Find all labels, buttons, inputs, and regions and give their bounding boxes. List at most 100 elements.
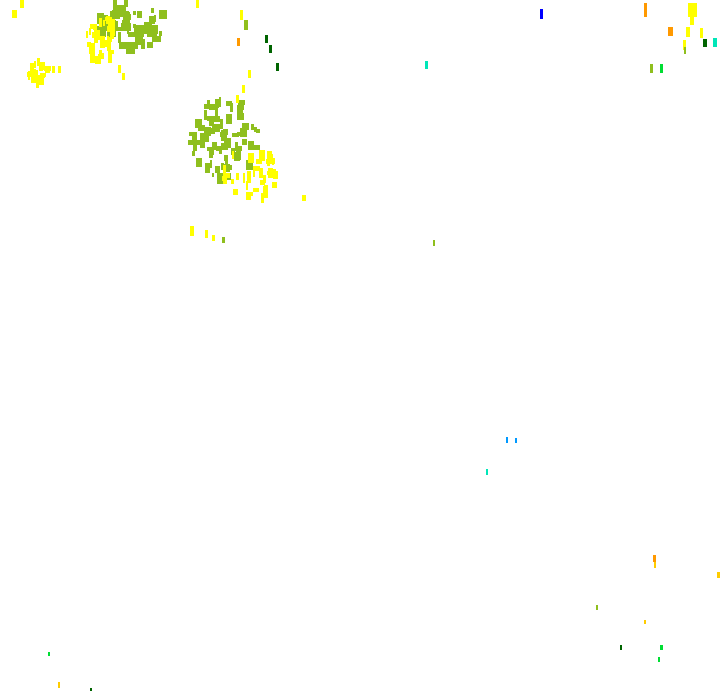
land-cover-patch-yellow bbox=[248, 153, 254, 163]
land-cover-patch-olive bbox=[207, 100, 210, 109]
land-cover-patch-orange bbox=[644, 3, 647, 17]
land-cover-patch-olive bbox=[212, 125, 214, 130]
land-cover-patch-yellow bbox=[90, 24, 94, 29]
land-cover-patch-yellow bbox=[270, 168, 272, 178]
land-cover-patch-olive bbox=[256, 129, 260, 133]
land-cover-patch-olive bbox=[596, 605, 598, 610]
land-cover-patch-olive bbox=[151, 8, 154, 13]
land-cover-patch-olive bbox=[195, 119, 202, 128]
land-cover-patch-yellow bbox=[247, 171, 251, 181]
land-cover-patch-olive bbox=[650, 64, 653, 73]
land-cover-patch-yellow bbox=[255, 166, 260, 171]
land-cover-patch-yellow bbox=[253, 188, 259, 192]
land-cover-patch-yellow bbox=[253, 166, 255, 177]
land-cover-patch-olive bbox=[237, 132, 240, 136]
land-cover-patch-olive bbox=[242, 123, 249, 130]
land-cover-patch-olive bbox=[210, 160, 212, 168]
land-cover-patch-olive bbox=[123, 15, 128, 20]
land-cover-patch-olive bbox=[126, 44, 128, 51]
land-cover-patch-yellow bbox=[36, 80, 39, 88]
land-cover-patch-yellow bbox=[243, 173, 245, 183]
land-cover-patch-yellow bbox=[205, 230, 208, 238]
land-cover-patch-gold bbox=[58, 682, 60, 688]
land-cover-patch-olive bbox=[126, 42, 135, 54]
land-cover-patch-orange bbox=[668, 27, 673, 36]
land-cover-patch-yellow bbox=[232, 151, 234, 159]
land-cover-patch-dark-green bbox=[276, 63, 279, 71]
land-cover-patch-yellow bbox=[700, 28, 703, 38]
land-cover-patch-olive bbox=[206, 132, 209, 142]
land-cover-patch-yellow bbox=[251, 192, 253, 196]
land-cover-patch-yellow bbox=[90, 52, 95, 63]
land-cover-patch-olive bbox=[684, 47, 686, 54]
land-cover-patch-yellow bbox=[39, 77, 44, 85]
land-cover-patch-yellow bbox=[270, 169, 276, 177]
land-cover-patch-olive bbox=[222, 237, 225, 243]
land-cover-patch-olive bbox=[134, 25, 144, 37]
land-cover-patch-olive bbox=[213, 116, 220, 122]
land-cover-patch-olive bbox=[433, 240, 435, 246]
land-cover-patch-yellow bbox=[256, 159, 262, 164]
land-cover-patch-yellow bbox=[236, 173, 239, 180]
land-cover-patch-olive bbox=[125, 19, 130, 26]
land-cover-patch-yellow bbox=[263, 189, 268, 198]
land-cover-patch-olive bbox=[224, 135, 227, 143]
land-cover-patch-yellow bbox=[242, 85, 245, 93]
land-cover-patch-olive bbox=[205, 163, 210, 173]
land-cover-patch-olive bbox=[219, 149, 222, 154]
land-cover-patch-olive bbox=[220, 119, 223, 129]
land-cover-patch-olive bbox=[128, 32, 136, 37]
land-cover-patch-olive bbox=[209, 104, 216, 110]
land-cover-patch-dark-green bbox=[703, 39, 707, 47]
land-cover-patch-olive bbox=[207, 116, 214, 121]
land-cover-patch-yellow bbox=[33, 70, 38, 75]
land-cover-patch-olive bbox=[237, 113, 244, 120]
land-cover-patch-olive bbox=[251, 124, 254, 130]
land-cover-patch-yellow bbox=[246, 192, 251, 200]
land-cover-patch-dark-green bbox=[90, 688, 92, 691]
land-cover-patch-dark-green bbox=[620, 645, 622, 650]
land-cover-patch-yellow bbox=[37, 58, 40, 66]
land-cover-patch-olive bbox=[159, 10, 167, 19]
land-cover-patch-olive bbox=[252, 145, 260, 150]
land-cover-patch-yellow bbox=[45, 68, 50, 73]
land-cover-patch-olive bbox=[234, 152, 240, 161]
land-cover-patch-olive bbox=[147, 42, 153, 48]
land-cover-patch-yellow bbox=[260, 180, 265, 185]
land-cover-patch-olive bbox=[133, 11, 136, 15]
land-cover-patch-yellow bbox=[267, 151, 272, 160]
land-cover-patch-olive bbox=[204, 110, 207, 120]
land-cover-patch-yellow bbox=[118, 65, 121, 73]
land-cover-patch-yellow bbox=[688, 3, 697, 17]
land-cover-patch-yellow bbox=[272, 182, 277, 188]
land-cover-patch-yellow bbox=[95, 30, 100, 40]
land-cover-patch-gold bbox=[654, 562, 656, 568]
land-cover-patch-olive bbox=[213, 124, 220, 132]
land-cover-patch-yellow bbox=[226, 173, 230, 178]
land-cover-patch-dark-green bbox=[269, 45, 272, 53]
land-cover-patch-olive bbox=[219, 97, 221, 107]
land-cover-patch-light-blue bbox=[506, 437, 508, 443]
land-cover-patch-olive bbox=[221, 133, 224, 141]
land-cover-patch-olive bbox=[113, 21, 118, 29]
land-cover-patch-yellow bbox=[236, 95, 239, 103]
land-cover-patch-yellow bbox=[40, 73, 46, 77]
land-cover-patch-yellow bbox=[263, 175, 266, 183]
land-cover-patch-olive bbox=[246, 160, 253, 170]
land-cover-patch-yellow bbox=[100, 36, 105, 48]
land-cover-patch-orange bbox=[237, 38, 240, 46]
land-cover-patch-gold bbox=[717, 572, 720, 578]
land-cover-patch-olive bbox=[207, 147, 213, 151]
land-cover-patch-olive bbox=[204, 104, 207, 109]
land-cover-patch-yellow bbox=[686, 27, 690, 37]
land-cover-patch-yellow bbox=[86, 31, 88, 38]
land-cover-patch-dark-green bbox=[265, 35, 268, 43]
land-cover-patch-olive bbox=[189, 132, 197, 136]
land-cover-patch-olive bbox=[226, 101, 232, 106]
land-cover-patch-olive bbox=[244, 20, 248, 30]
land-cover-patch-olive bbox=[127, 24, 129, 34]
land-cover-patch-yellow bbox=[266, 159, 269, 164]
land-cover-patch-yellow bbox=[105, 17, 109, 21]
land-cover-patch-gold bbox=[644, 620, 646, 624]
